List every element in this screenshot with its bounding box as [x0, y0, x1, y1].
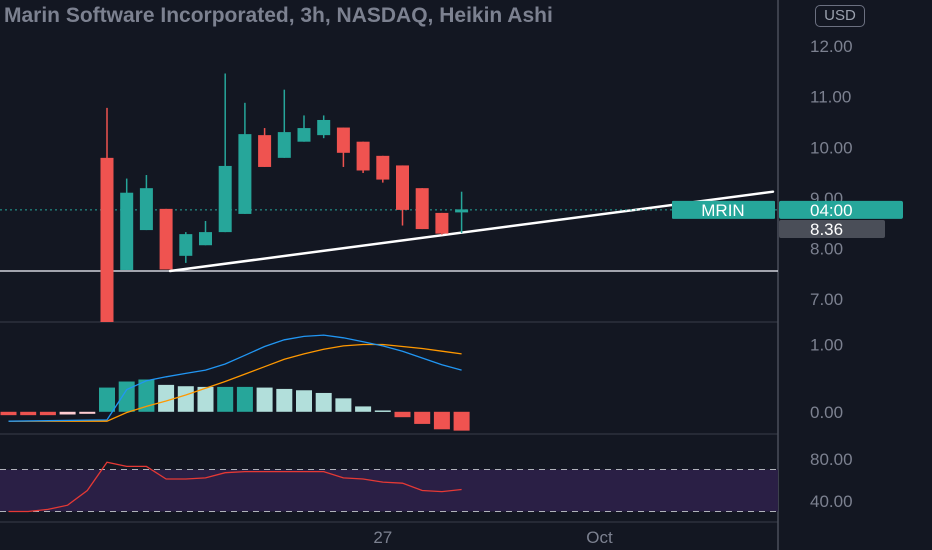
macd-histogram-bar — [138, 379, 155, 412]
last-price-label: 8.36 — [810, 220, 843, 239]
macd-histogram-bar — [374, 410, 391, 412]
macd-histogram-bar — [355, 406, 372, 412]
time-tick-label: 27 — [373, 528, 392, 547]
candle-body — [317, 119, 331, 136]
currency-button[interactable]: USD — [815, 5, 865, 27]
macd-histogram-bar — [39, 411, 56, 416]
macd-histogram-bar — [296, 390, 312, 412]
candle-body — [159, 208, 173, 270]
rsi-tick-label: 80.00 — [810, 450, 853, 469]
candle-body — [396, 165, 409, 210]
rsi-line — [8, 461, 462, 513]
macd-histogram-bar — [79, 411, 96, 414]
macd-histogram-bar — [118, 381, 135, 412]
last-price-label-box — [779, 220, 885, 238]
candle-body — [258, 135, 272, 167]
macd-histogram-bar — [335, 398, 352, 412]
macd-histogram-bar — [276, 388, 293, 412]
price-tick-label: 8.00 — [810, 239, 843, 258]
chart-title: Marin Software Incorporated, 3h, NASDAQ,… — [4, 4, 553, 27]
macd-histogram-bar — [217, 386, 234, 412]
macd-histogram-bar — [197, 386, 214, 412]
macd-tick-label: 1.00 — [810, 336, 843, 355]
candle-body — [376, 155, 390, 180]
rsi-band — [0, 469, 778, 512]
countdown-label: 04:00 — [810, 201, 853, 220]
candle-body — [199, 232, 212, 246]
candle-body — [100, 157, 114, 322]
candle-body — [455, 209, 469, 213]
price-tick-label: 12.00 — [810, 37, 853, 56]
macd-histogram-bar — [315, 392, 332, 412]
macd-histogram-bar — [236, 386, 253, 412]
candle-body — [120, 192, 134, 270]
macd-histogram-bar — [177, 386, 194, 412]
macd-histogram-bar — [59, 411, 76, 415]
candle-body — [139, 188, 153, 231]
price-tick-label: 7.00 — [810, 290, 843, 309]
symbol-label: MRIN — [701, 201, 744, 220]
price-tick-label: 11.00 — [810, 88, 851, 107]
macd-signal-line — [8, 343, 462, 422]
price-tick-label: 10.00 — [810, 138, 853, 157]
macd-line — [8, 334, 462, 422]
rsi-tick-label: 40.00 — [810, 492, 853, 511]
candle-body — [238, 134, 252, 214]
macd-histogram-bar — [433, 411, 450, 430]
macd-histogram-bar — [394, 411, 411, 418]
candle-body — [218, 165, 232, 233]
macd-histogram-bar — [414, 411, 431, 424]
macd-histogram-bar — [0, 411, 17, 416]
candle-body — [277, 132, 291, 158]
candle-body — [356, 141, 370, 171]
candle-body — [336, 127, 350, 153]
macd-histogram-bar — [256, 387, 273, 412]
candle-body — [415, 188, 429, 230]
countdown-label-box — [779, 200, 903, 219]
time-tick-label: Oct — [586, 528, 613, 547]
candle-body — [297, 128, 311, 142]
macd-histogram-bar — [20, 411, 37, 416]
macd-histogram-bar — [453, 411, 470, 431]
candle-body — [435, 212, 449, 234]
macd-tick-label: 0.00 — [810, 403, 843, 422]
macd-histogram-bar — [158, 384, 175, 412]
macd-histogram-bar — [99, 387, 115, 412]
candle-body — [179, 234, 193, 256]
symbol-label-box — [672, 200, 775, 219]
